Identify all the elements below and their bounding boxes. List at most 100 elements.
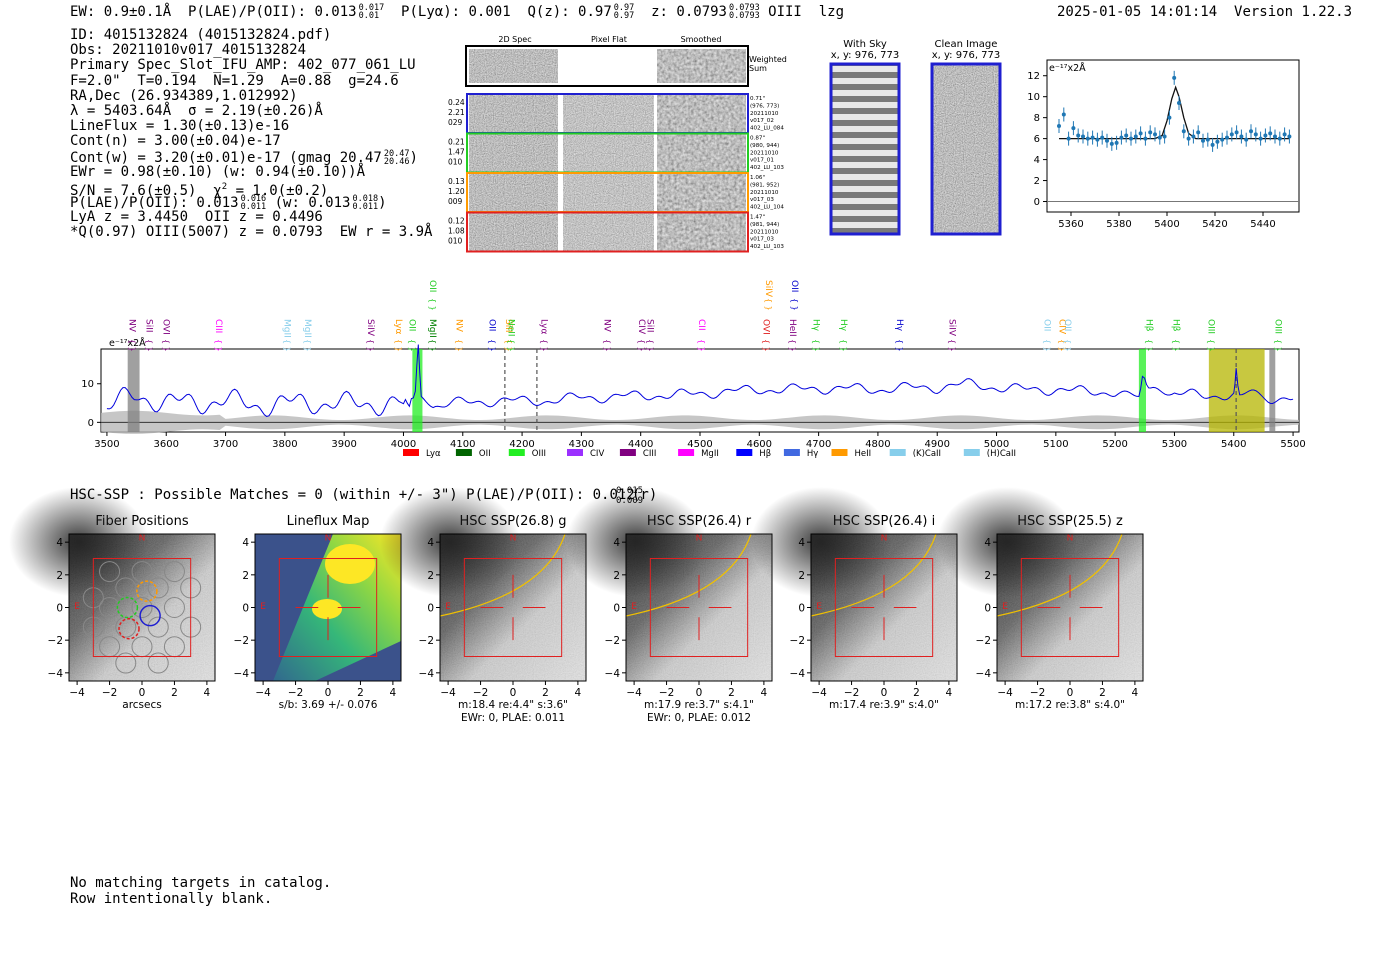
panel-aperture-box	[278, 558, 378, 657]
spectrum-xtick-label: 4200	[509, 439, 534, 450]
panel-xtick-label: −2	[844, 687, 859, 699]
spectrum-upper-line-label: SiIV	[763, 280, 773, 298]
spectrum-line-label: Hγ	[810, 319, 820, 332]
compass-east: E	[816, 602, 822, 612]
zoom-data-point	[1061, 112, 1066, 117]
compass-north: N	[1067, 534, 1074, 544]
panel-xtick-label: 4	[575, 687, 582, 699]
compass-east: E	[260, 602, 266, 612]
hsc-summary-hi: 0.015	[616, 486, 643, 496]
zoom-unit-label: e⁻¹⁷x2Å	[1049, 62, 1086, 74]
zoom-data-point	[1253, 132, 1258, 137]
cutout-smoothed	[657, 213, 746, 251]
cutout-row-right-label: 20211010	[750, 190, 779, 196]
cutout-row-right-label: 20211010	[750, 229, 779, 235]
panel-subtitle: m:17.9 re:3.7" s:4.1"	[644, 699, 754, 711]
spectrum-shaded-region	[412, 349, 423, 432]
spectrum-line-label: HeII	[787, 319, 797, 337]
spectrum-line-bracket: { }	[1063, 339, 1072, 352]
fiber-circle	[115, 652, 137, 674]
zoom-data-point	[1157, 135, 1162, 140]
panel-ytick-label: 2	[56, 570, 63, 582]
zoom-data-point	[1109, 141, 1114, 146]
panel-ytick-label: 0	[242, 603, 249, 615]
panel-xtick-label: −2	[102, 687, 117, 699]
spectrum-line-bracket: { }	[1145, 339, 1154, 352]
cutout-row-right-label: 1.47"	[750, 215, 765, 221]
zoom-data-point	[1239, 134, 1244, 139]
zoom-data-point	[1277, 136, 1282, 141]
panel-xtick-label: −2	[659, 687, 674, 699]
spectrum-line-bracket: { }	[366, 339, 375, 352]
with-sky-title: With Sky	[843, 39, 887, 50]
panel-aperture-box	[92, 558, 192, 657]
zoom-data-point	[1138, 131, 1143, 136]
legend-swatch	[678, 449, 695, 456]
spectrum-upper-line-label: OII	[789, 280, 799, 292]
header-ew: EW: 0.9±0.1Å	[70, 4, 172, 20]
cutout-pixelflat	[563, 174, 654, 211]
compass-east: E	[1002, 602, 1008, 612]
panel-ytick-label: 4	[56, 537, 63, 549]
spectrum-line	[106, 344, 1294, 417]
spectrum-line-label: SiII	[144, 319, 154, 333]
header-line: OIII	[768, 4, 802, 20]
fiber-circle	[147, 616, 169, 638]
zoom-data-point	[1244, 137, 1249, 142]
spectrum-line-bracket: { }	[540, 339, 549, 352]
spectrum-unit-label: e⁻¹⁷x2Å	[109, 337, 146, 349]
spectrum-upper-line-bracket: { }	[428, 298, 437, 311]
panel-ytick-label: 0	[613, 603, 620, 615]
cutout-row-right-label: 0.71"	[750, 96, 765, 102]
legend-swatch	[831, 449, 848, 456]
spectrum-line-bracket: { }	[145, 339, 154, 352]
spectrum-line-bracket: { }	[214, 339, 223, 352]
spectrum-line-label: MgII	[281, 319, 291, 338]
panel-xtick-label: 0	[1067, 687, 1074, 699]
cutout-row-right-label: v017_03	[750, 197, 774, 203]
zoom-ytick-label: 10	[1027, 92, 1040, 103]
panel-subtitle-2: EWr: 0, PLAE: 0.011	[461, 712, 565, 724]
panel-ytick-label: −4	[419, 668, 435, 680]
info-lambda: λ = 5403.64Å σ = 2.19(±0.26)Å	[70, 102, 323, 119]
panel-aperture-box	[649, 558, 749, 657]
zoom-line-chart: 0 2 4 6 8 10 12 5360 5380 5400 5420 5440 e⁻¹⁷x2Å	[1027, 59, 1300, 230]
legend-label: HeII	[855, 449, 872, 459]
panel-xtick-label: 2	[913, 687, 920, 699]
cutout-row-left-label: 009	[448, 197, 463, 206]
spectrum-xtick-label: 4800	[865, 439, 890, 450]
spectrum-line-bracket: { }	[394, 339, 403, 352]
spectrum-xtick-label: 4300	[569, 439, 594, 450]
spectrum-xtick-label: 5300	[1162, 439, 1187, 450]
header-summary: EW: 0.9±0.1Å P(LAE)/P(OII): 0.013 0.017 0.…	[70, 4, 844, 21]
panel-xtick-label: 0	[510, 687, 517, 699]
fiber-circle	[99, 597, 121, 618]
fiber-highlight-circle	[136, 580, 158, 602]
panel-aperture-ellipse	[810, 533, 937, 617]
sky-panels: With Sky x, y: 976, 773 Clean Image x, y…	[829, 39, 1002, 236]
info-contw: Cont(w) = 3.20(±0.01)e-17 (gmag 20.47 20.…	[70, 149, 432, 167]
cutout-row-left-label: 1.08	[448, 227, 465, 236]
spectrum-line-bracket: { }	[788, 339, 797, 352]
panel-aperture-ellipse	[996, 533, 1123, 617]
spectrum-ytick-label: 10	[81, 379, 94, 390]
panel-ytick-label: 4	[613, 537, 620, 549]
panel-aperture-ellipse	[439, 533, 566, 617]
spectrum-xtick-label: 5000	[984, 439, 1009, 450]
zoom-ytick-label: 0	[1034, 197, 1040, 208]
cutout-row-right-label: 402_LU_104	[750, 205, 784, 211]
panel-xtick-label: 0	[881, 687, 888, 699]
spectrum-line-bracket: { }	[407, 339, 416, 352]
spectrum-line-bracket: { }	[839, 339, 848, 352]
info-contw-lo: 20.46	[383, 156, 410, 167]
fiber-circle	[163, 597, 185, 618]
panel-xtick-label: 2	[542, 687, 549, 699]
spectrum-line-bracket: { }	[454, 339, 463, 352]
spectrum-line-bracket: { }	[761, 339, 770, 352]
zoom-data-point	[1162, 134, 1167, 139]
spectrum-xtick-label: 3600	[154, 439, 179, 450]
legend-swatch	[508, 449, 525, 456]
spectrum-line-label: OVI	[160, 319, 170, 335]
spectrum-line-label: OII	[486, 319, 496, 331]
